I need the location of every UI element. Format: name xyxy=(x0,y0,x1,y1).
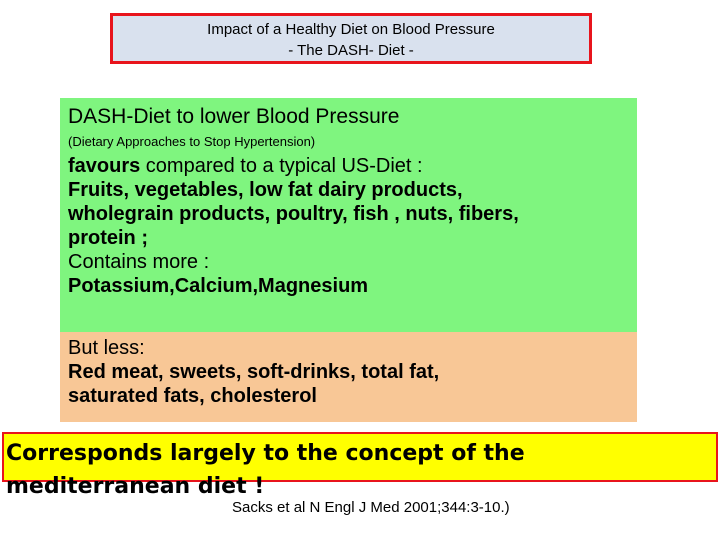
dash-subheading: (Dietary Approaches to Stop Hypertension… xyxy=(68,134,316,149)
minerals-line: Potassium,Calcium,Magnesium xyxy=(68,275,369,297)
but-less-label: But less: xyxy=(68,337,145,359)
favours-bold: favours xyxy=(68,155,141,177)
foods-line-3: protein ; xyxy=(68,227,148,249)
dash-heading: DASH-Diet to lower Blood Pressure xyxy=(68,105,400,128)
conclusion-text: Corresponds largely to the concept of th… xyxy=(6,437,706,503)
less-line-2: saturated fats, cholesterol xyxy=(68,385,317,407)
favours-line: favours compared to a typical US-Diet : xyxy=(68,154,629,178)
slide-title: Impact of a Healthy Diet on Blood Pressu… xyxy=(110,13,592,64)
title-line-2: - The DASH- Diet - xyxy=(288,42,414,59)
less-line-1: Red meat, sweets, soft-drinks, total fat… xyxy=(68,361,440,383)
contains-label: Contains more : xyxy=(68,251,210,273)
dash-diet-box: DASH-Diet to lower Blood Pressure (Dieta… xyxy=(60,98,637,332)
less-box: But less: Red meat, sweets, soft-drinks,… xyxy=(60,332,637,422)
title-line-1: Impact of a Healthy Diet on Blood Pressu… xyxy=(207,21,495,38)
conclusion-line-2: mediterranean diet ! xyxy=(6,474,265,499)
conclusion-line-1: Corresponds largely to the concept of th… xyxy=(6,441,525,466)
favours-rest: compared to a typical US-Diet : xyxy=(140,155,423,177)
foods-line-1: Fruits, vegetables, low fat dairy produc… xyxy=(68,179,463,201)
foods-line-2: wholegrain products, poultry, fish , nut… xyxy=(68,203,519,225)
citation: Sacks et al N Engl J Med 2001;344:3-10.) xyxy=(232,499,510,516)
conclusion-highlight xyxy=(2,432,718,482)
